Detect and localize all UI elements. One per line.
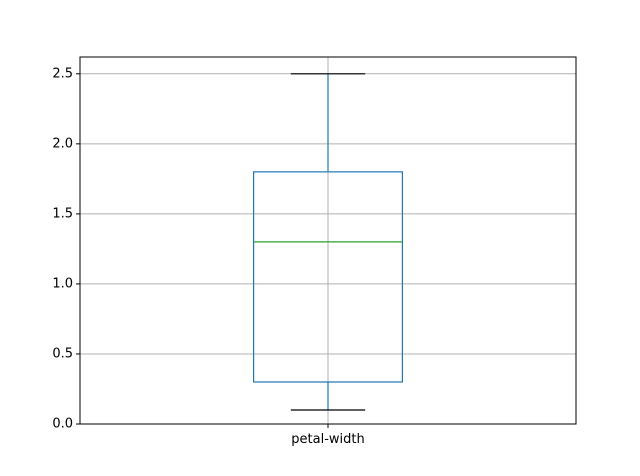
x-axis: petal-width bbox=[291, 424, 365, 447]
iqr-box bbox=[253, 171, 404, 383]
x-tick-label: petal-width bbox=[291, 432, 364, 447]
y-tick-label: 0.5 bbox=[52, 346, 73, 361]
y-tick-label: 2.0 bbox=[52, 136, 73, 151]
box-group bbox=[253, 73, 404, 411]
y-tick-label: 1.0 bbox=[52, 276, 73, 291]
y-tick-label: 1.5 bbox=[52, 206, 73, 221]
y-tick-label: 2.5 bbox=[52, 66, 73, 81]
y-tick-label: 0.0 bbox=[52, 417, 73, 432]
y-axis: 0.0 0.5 1.0 1.5 2.0 2.5 bbox=[52, 66, 80, 432]
